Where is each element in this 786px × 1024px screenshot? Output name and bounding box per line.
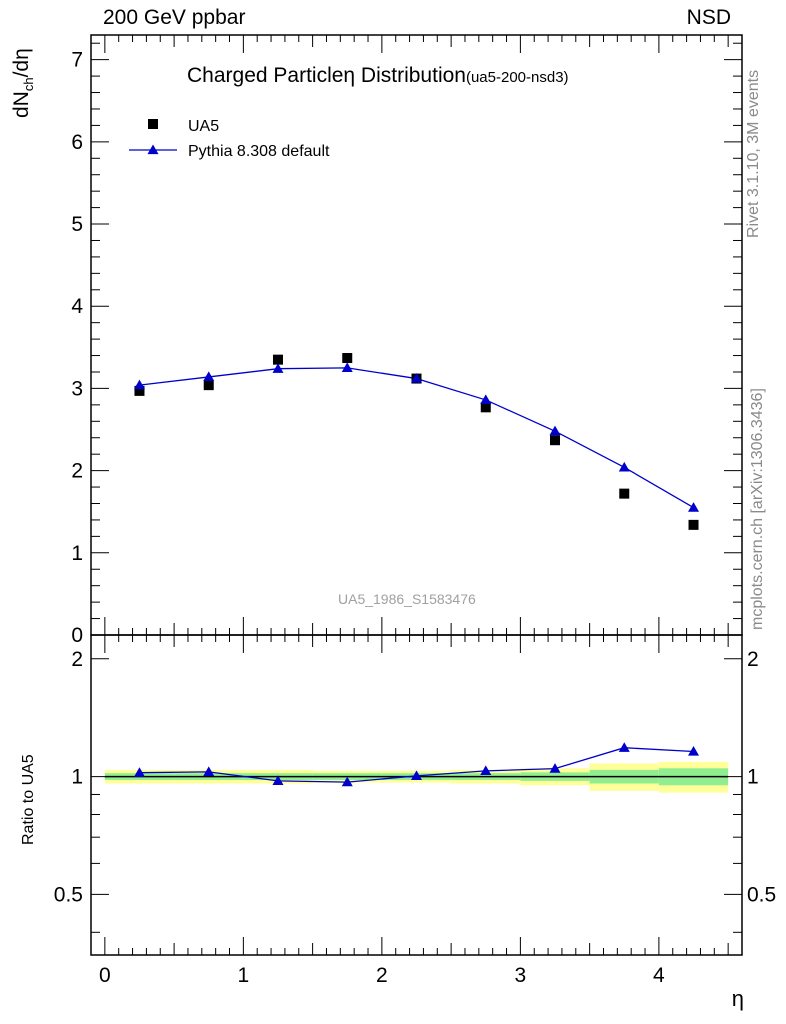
ratio-point-pythia bbox=[411, 770, 422, 781]
y-tick-label: 0 bbox=[71, 624, 83, 647]
y-tick-label: 3 bbox=[71, 377, 83, 400]
y-axis-label-main: dN bbox=[10, 91, 33, 118]
mc-point-pythia bbox=[411, 373, 422, 383]
data-point-ua5 bbox=[342, 353, 353, 364]
x-tick-label: 0 bbox=[99, 964, 111, 987]
data-point-ua5 bbox=[688, 519, 699, 530]
collision-label: 200 GeV ppbar bbox=[103, 6, 246, 29]
y-tick-label: 6 bbox=[71, 131, 83, 154]
chart-title: Charged Particleη Distribution(ua5-200-n… bbox=[187, 64, 569, 88]
chart-title-id: (ua5-200-nsd3) bbox=[465, 69, 569, 86]
ratio-point-pythia bbox=[133, 767, 145, 777]
legend-label-pythia: Pythia 8.308 default bbox=[188, 143, 330, 160]
legend-marker-pythia bbox=[147, 144, 159, 155]
y-tick-label: 4 bbox=[71, 295, 83, 318]
mc-point-pythia bbox=[133, 379, 145, 390]
mc-point-pythia bbox=[688, 502, 700, 512]
data-point-ua5 bbox=[203, 380, 214, 391]
x-tick-label: 2 bbox=[376, 964, 388, 987]
mc-point-pythia bbox=[203, 371, 215, 382]
mc-point-pythia bbox=[480, 394, 492, 405]
ratio-point-pythia bbox=[341, 776, 353, 787]
ratio-y-tick-label-right: 0.5 bbox=[747, 883, 776, 906]
process-label: NSD bbox=[686, 6, 731, 29]
x-tick-label: 4 bbox=[653, 964, 665, 987]
y-axis-label: dNch/dη bbox=[10, 48, 36, 118]
ratio-point-pythia bbox=[203, 766, 215, 776]
y-tick-label: 7 bbox=[71, 49, 83, 72]
mc-series-line bbox=[139, 367, 694, 509]
main-panel-ticks: 0 1 2 3 4 5 6 7 bbox=[71, 35, 742, 647]
ratio-panel-series bbox=[133, 742, 700, 787]
ratio-panel-frame bbox=[90, 634, 743, 956]
y-axis-label-tail: /dη bbox=[10, 48, 33, 78]
analysis-reference: UA5_1986_S1583476 bbox=[338, 591, 476, 607]
main-panel-series bbox=[133, 353, 700, 530]
legend-marker-ua5 bbox=[148, 119, 158, 129]
y-tick-label: 2 bbox=[71, 460, 83, 483]
mc-point-pythia bbox=[549, 425, 561, 436]
data-point-ua5 bbox=[550, 435, 561, 446]
mc-point-pythia bbox=[272, 363, 284, 373]
mc-point-pythia bbox=[618, 461, 630, 472]
y-tick-label: 1 bbox=[71, 542, 83, 565]
ratio-point-pythia bbox=[272, 775, 284, 785]
ratio-y-tick-label-right: 2 bbox=[747, 648, 759, 671]
legend: UA5 Pythia 8.308 default bbox=[129, 118, 330, 160]
ratio-point-pythia bbox=[688, 745, 700, 756]
ratio-y-axis-label: Ratio to UA5 bbox=[20, 754, 37, 845]
data-point-ua5 bbox=[134, 385, 145, 396]
data-point-ua5 bbox=[619, 488, 630, 499]
legend-label-ua5: UA5 bbox=[188, 118, 219, 135]
mc-point-pythia bbox=[341, 362, 353, 373]
y-tick-label: 5 bbox=[71, 213, 83, 236]
rivet-version-label: Rivet 3.1.10, 3M events bbox=[745, 69, 762, 238]
y-axis-label-sub: ch bbox=[21, 77, 37, 92]
chart-title-main: Charged Particleη Distribution bbox=[187, 64, 466, 87]
ratio-y-tick-label-right: 1 bbox=[747, 766, 759, 789]
data-point-ua5 bbox=[480, 402, 491, 413]
x-tick-label: 3 bbox=[515, 964, 527, 987]
ratio-point-pythia bbox=[480, 765, 492, 776]
ratio-point-pythia bbox=[549, 763, 561, 773]
ratio-point-pythia bbox=[618, 742, 630, 752]
data-point-ua5 bbox=[272, 354, 283, 365]
mcplots-label: mcplots.cern.ch [arXiv:1306.3436] bbox=[749, 388, 766, 630]
x-tick-label: 1 bbox=[238, 964, 250, 987]
ratio-y-tick-label: 2 bbox=[71, 648, 83, 671]
x-axis-label: η bbox=[731, 986, 744, 1011]
ratio-y-tick-label: 1 bbox=[71, 766, 83, 789]
ratio-panel-ticks: 0 1 2 3 4 0.5 0.5 1 1 2 2 bbox=[54, 635, 776, 987]
ratio-y-tick-label: 0.5 bbox=[54, 883, 83, 906]
